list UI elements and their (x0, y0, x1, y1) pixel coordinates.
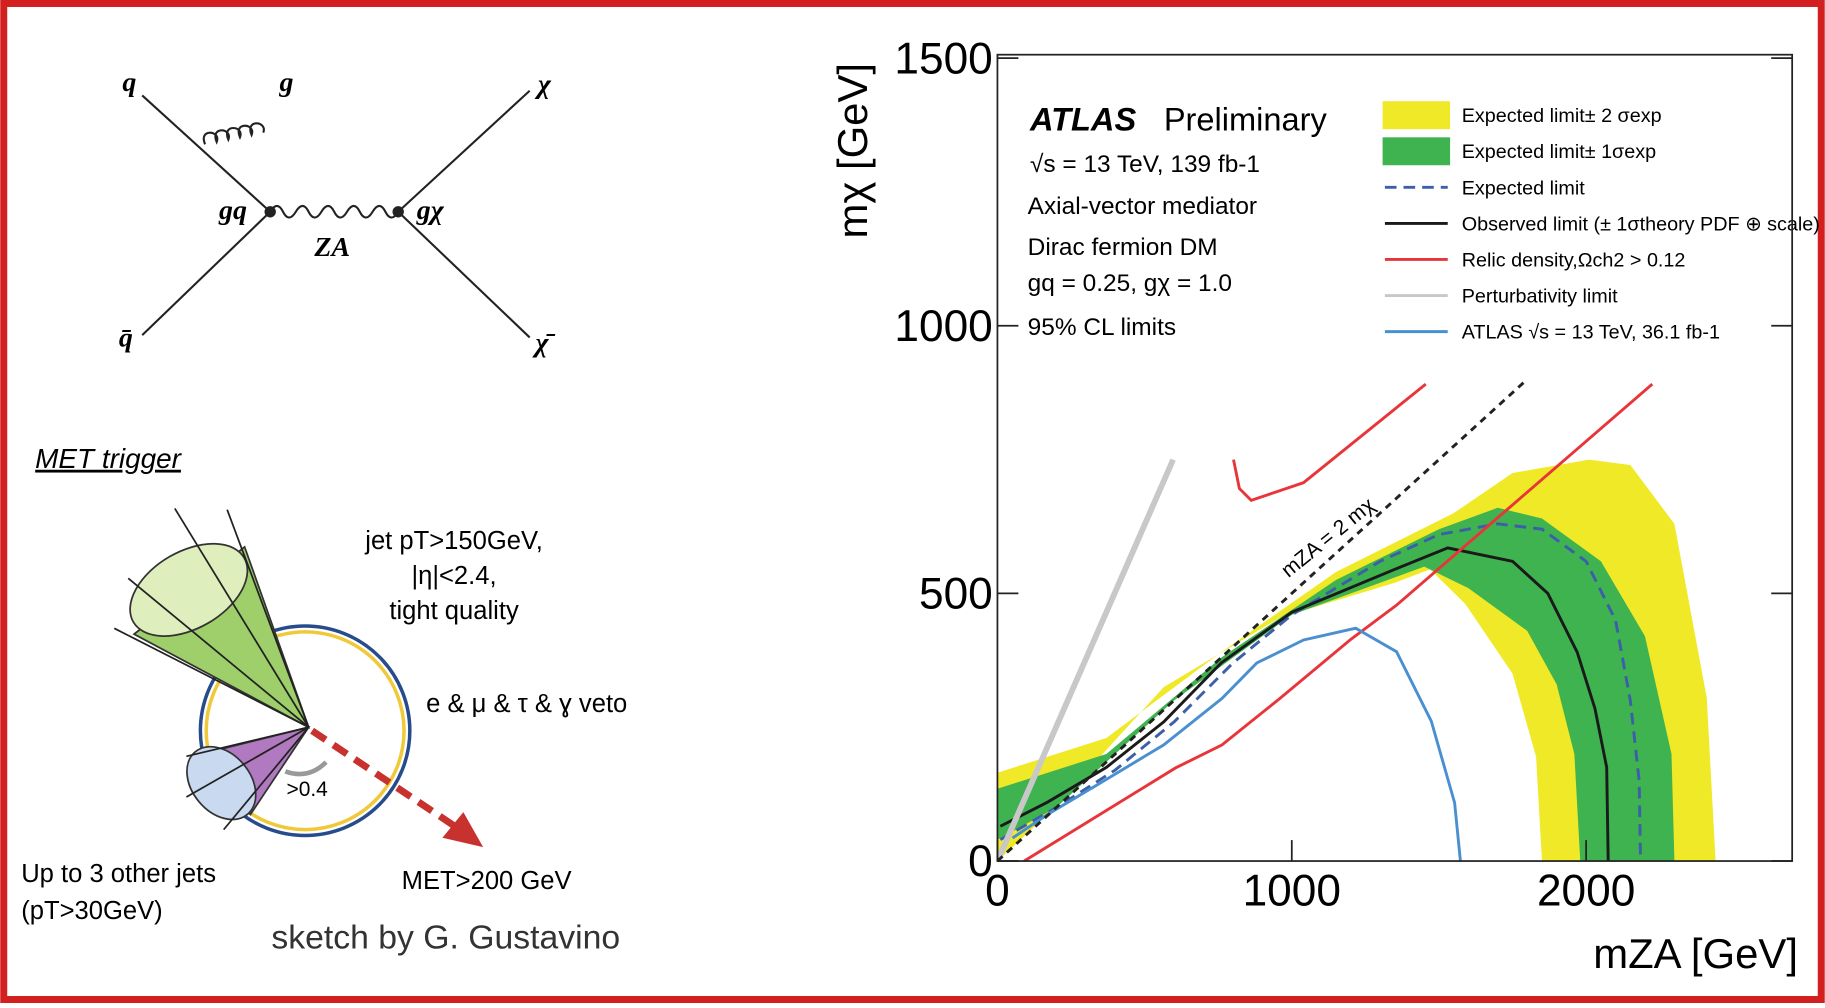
diagonal-line (996, 378, 1529, 863)
y-tick-label: 500 (919, 570, 993, 619)
band (997, 507, 1675, 862)
legend-label: Perturbativity limit (1462, 286, 1618, 308)
legend-label: Relic density,Ωch2 > 0.12 (1462, 249, 1686, 271)
feynman-label: q (122, 67, 136, 98)
feynman-label: χ (534, 69, 552, 100)
sketch-text: tight quality (389, 597, 519, 625)
feynman-label: g (279, 67, 294, 98)
y-tick-label: 1000 (894, 302, 992, 351)
legend-swatch (1382, 137, 1451, 166)
feynman-label: gq (218, 195, 247, 226)
sketch-text: Up to 3 other jets (21, 860, 216, 888)
limit-line (997, 458, 1176, 862)
feynman-label: ZA (313, 232, 350, 263)
annotation: gq = 0.25, gχ = 1.0 (1028, 270, 1232, 297)
limit-line (1011, 626, 1462, 862)
annotation: Preliminary (1164, 101, 1328, 137)
annotation: Dirac fermion DM (1028, 234, 1218, 261)
plot-frame (996, 53, 1794, 862)
feynman-label: q̄ (119, 323, 133, 354)
sketch-text: >0.4 (286, 778, 328, 801)
legend-label: Expected limit± 2 σexp (1462, 105, 1662, 127)
annotation: ATLAS (1029, 101, 1136, 137)
feynman-diagram (141, 89, 531, 339)
sketch-text: (pT>30GeV) (21, 897, 162, 925)
legend-label: Expected limit (1462, 177, 1586, 199)
legend-label: Expected limit± 1σexp (1462, 141, 1656, 163)
legend-swatch (1382, 101, 1451, 130)
met-sketch (113, 508, 484, 848)
feynman-label: gχ (416, 195, 445, 226)
y-axis-title: mχ [GeV] (829, 63, 876, 239)
limit-line (999, 546, 1610, 862)
legend-label: ATLAS √s = 13 TeV, 36.1 fb-1 (1462, 322, 1720, 344)
x-axis-title: mZA [GeV] (1593, 930, 1798, 977)
sketch-text: |η|<2.4, (411, 562, 496, 590)
sketch-credit: sketch by G. Gustavino (271, 918, 620, 956)
annotation: 95% CL limits (1028, 314, 1176, 341)
legend-label: Observed limit (± 1σtheory PDF ⊕ scale) (1462, 213, 1820, 235)
annotation: Axial-vector mediator (1028, 193, 1257, 220)
x-tick-label: 2000 (1537, 866, 1635, 915)
limit-line (1023, 382, 1654, 862)
x-tick-label: 1000 (1243, 866, 1341, 915)
sketch-title: MET trigger (35, 443, 182, 474)
sketch-text: jet pT>150GeV, (364, 527, 543, 555)
annotation: √s = 13 TeV, 139 fb-1 (1030, 151, 1260, 178)
y-tick-label: 0 (968, 837, 993, 886)
x-tick-label: 0 (985, 866, 1010, 915)
limit-line (999, 522, 1643, 862)
sketch-text: MET>200 GeV (402, 867, 572, 895)
y-tick-label: 1500 (894, 34, 992, 83)
sketch-text: e & μ & τ & ɣ veto (426, 690, 627, 718)
